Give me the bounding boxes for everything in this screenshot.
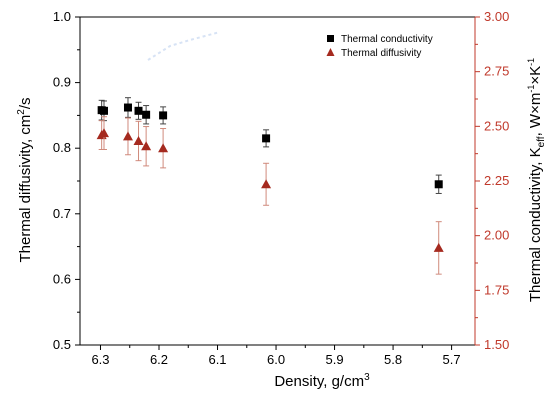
diffusivity-point xyxy=(133,135,144,145)
faint-artifact-path xyxy=(147,31,221,61)
x-tick-label: 6.0 xyxy=(267,352,285,367)
conductivity-point xyxy=(434,180,443,189)
y-left-tick-label: 1.0 xyxy=(53,9,71,24)
y-left-axis-title-sup: 2 xyxy=(16,109,27,115)
conductivity-point xyxy=(123,103,132,112)
diffusivity-point xyxy=(141,141,152,151)
y-left-axis-title-suffix: /s xyxy=(17,97,34,109)
y-right-tick-label: 3.00 xyxy=(484,9,509,24)
y-left-tick-label: 0.8 xyxy=(53,140,71,155)
legend-label-diffusivity: Thermal diffusivity xyxy=(341,48,421,59)
y-left-axis-title: Thermal diffusivity, cm2/s xyxy=(16,97,34,262)
y-right-tick-label: 2.00 xyxy=(484,228,509,243)
y-right-axis-title-sup1: -1 xyxy=(526,85,536,93)
legend-marker-conductivity xyxy=(327,35,334,42)
y-right-tick-label: 2.50 xyxy=(484,118,509,133)
conductivity-point xyxy=(159,111,168,120)
x-axis-title-main: Density, g/cm xyxy=(274,373,364,390)
x-tick-label: 6.2 xyxy=(150,352,168,367)
legend: Thermal conductivity Thermal diffusivity xyxy=(326,34,433,59)
y-right-tick-label: 2.25 xyxy=(484,173,509,188)
y-left-tick-label: 0.6 xyxy=(53,271,71,286)
diffusivity-point xyxy=(122,131,133,141)
conductivity-point xyxy=(262,134,271,143)
x-axis-ticks: 6.3 6.2 6.1 6.0 5.9 5.8 5.7 xyxy=(91,345,461,367)
y-right-axis-title-sup2: -1 xyxy=(526,58,536,66)
y-left-tick-label: 0.9 xyxy=(53,75,71,90)
y-right-axis-title-main: Thermal conductivity, K xyxy=(527,147,544,302)
diffusivity-point xyxy=(158,143,169,153)
y-right-axis-ticks: 1.50 1.75 2.00 2.25 2.50 2.75 3.00 xyxy=(475,9,509,352)
diffusivity-point xyxy=(261,179,272,189)
y-left-tick-label: 0.7 xyxy=(53,206,71,221)
x-axis-title-sup: 3 xyxy=(364,372,370,383)
faint-gridline-artifact xyxy=(147,31,221,61)
x-tick-label: 6.3 xyxy=(91,352,109,367)
y-right-tick-label: 2.75 xyxy=(484,64,509,79)
x-tick-label: 6.1 xyxy=(208,352,226,367)
y-right-axis-title-sub: eff xyxy=(536,136,547,147)
y-right-axis-title-mid: ×K xyxy=(527,66,544,85)
conductivity-point xyxy=(99,106,108,115)
y-left-axis-ticks: 0.5 0.6 0.7 0.8 0.9 1.0 xyxy=(53,9,80,352)
x-tick-label: 5.9 xyxy=(326,352,344,367)
diffusivity-point xyxy=(433,242,444,252)
conductivity-point xyxy=(142,110,151,119)
x-tick-label: 5.7 xyxy=(443,352,461,367)
conductivity-point xyxy=(134,106,143,115)
legend-label-conductivity: Thermal conductivity xyxy=(341,34,433,45)
y-right-tick-label: 1.75 xyxy=(484,282,509,297)
y-left-axis-title-main: Thermal diffusivity, cm xyxy=(17,115,34,263)
legend-marker-diffusivity xyxy=(326,48,335,56)
diffusivity-point xyxy=(98,128,109,138)
x-axis-title: Density, g/cm3 xyxy=(274,372,370,390)
y-left-tick-label: 0.5 xyxy=(53,337,71,352)
x-tick-label: 5.8 xyxy=(384,352,402,367)
y-right-axis-title: Thermal conductivity, Keff, W×m-1×K-1 xyxy=(526,58,547,302)
y-right-tick-label: 1.50 xyxy=(484,337,509,352)
y-right-axis-title-units: , W×m xyxy=(527,93,544,137)
data-marks xyxy=(96,97,444,275)
